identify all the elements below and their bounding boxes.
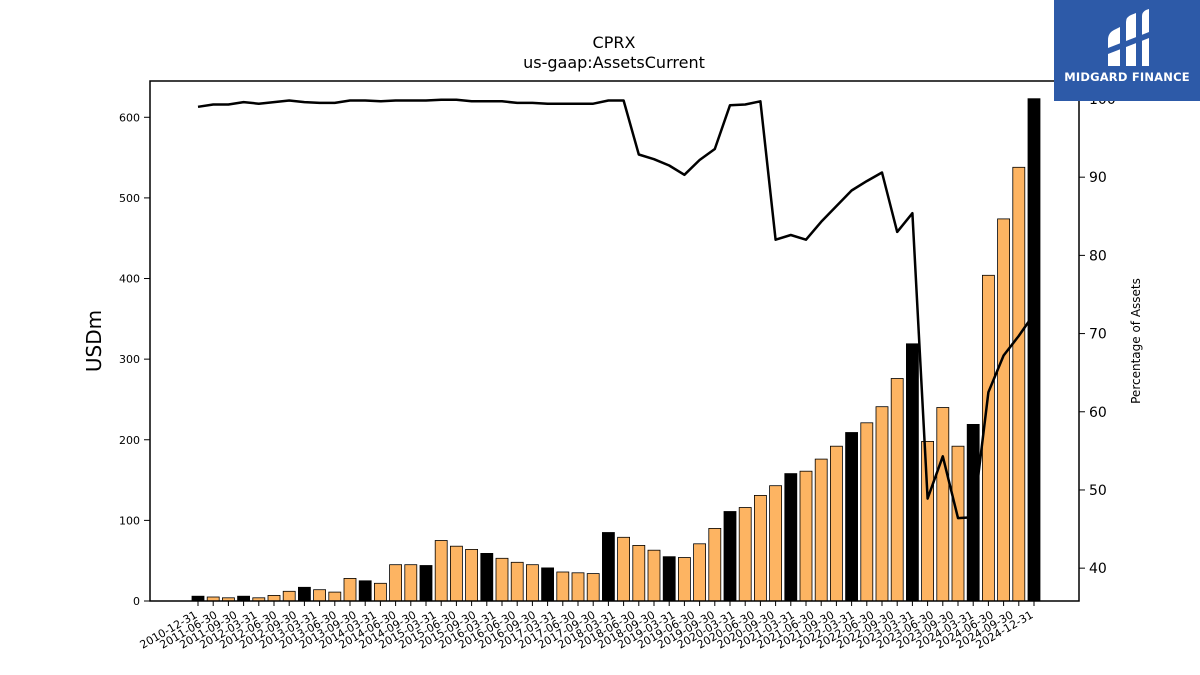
bar-2018-09-30: [662, 556, 676, 602]
y2-tick-label: 60: [1089, 405, 1107, 421]
bar-2016-12-31: [556, 571, 570, 602]
bar-2022-03-31: [875, 406, 889, 602]
bar-2024-06-30: [1012, 166, 1026, 602]
chart-title: CPRX: [593, 33, 636, 52]
bar-2021-03-31: [814, 458, 828, 602]
bar-2022-12-31: [921, 440, 934, 602]
y2-tick-label: 90: [1089, 170, 1107, 186]
y2-tick-label: 40: [1089, 561, 1107, 577]
bar-2020-12-31: [799, 470, 813, 602]
bar-2012-06-30: [282, 590, 296, 602]
bar-2014-12-31: [434, 540, 448, 602]
bar-2019-03-31: [693, 543, 706, 602]
bar-2022-06-30: [890, 378, 904, 602]
chart-subtitle: us-gaap:AssetsCurrent: [523, 53, 705, 72]
bar-2017-06-30: [586, 573, 600, 602]
bar-2017-09-30: [602, 532, 615, 602]
logo-mark-icon: [1108, 9, 1149, 66]
x-axis-ticks: 2010-12-312011-06-302011-09-302012-03-31…: [138, 601, 1036, 652]
bar-2020-09-30: [784, 473, 798, 602]
y2-tick-label: 70: [1089, 327, 1107, 343]
bar-2015-12-31: [495, 557, 509, 602]
plot-frame: [149, 80, 1080, 602]
bar-2015-09-30: [480, 553, 494, 602]
bar-2024-03-31: [997, 218, 1010, 602]
bar-2016-09-30: [541, 567, 554, 602]
bar-2013-03-31: [328, 591, 342, 602]
y-tick-label: 600: [119, 111, 140, 124]
bar-2019-09-30: [723, 511, 737, 602]
bar-2018-03-31: [632, 545, 646, 602]
percentage-line-series: [197, 98, 1036, 520]
bar-2023-12-31: [982, 274, 995, 602]
y2-tick-label: 80: [1089, 248, 1107, 264]
bar-2018-12-31: [678, 557, 691, 602]
bar-2014-09-30: [419, 565, 433, 602]
bar-2013-12-31: [373, 582, 387, 602]
bar-2017-12-31: [617, 536, 630, 602]
bar-2021-09-30: [845, 432, 858, 602]
bar-2015-03-31: [449, 545, 463, 602]
bar-2021-12-31: [860, 422, 874, 602]
y-tick-label: 0: [133, 595, 140, 608]
bar-2023-06-30: [951, 445, 965, 602]
bar-2016-06-30: [526, 564, 539, 602]
percentage-line: [197, 98, 1036, 520]
y2-axis-ticks: 405060708090100: [1079, 92, 1116, 577]
y-axis-label: USDm: [82, 310, 106, 372]
bar-2021-06-30: [830, 445, 843, 602]
y-tick-label: 300: [119, 353, 140, 366]
y-axis-ticks: 0 100 200 300 400 500 600: [119, 111, 150, 608]
bar-2019-12-31: [738, 507, 752, 602]
bar-2012-09-30: [297, 586, 311, 602]
bar-2014-06-30: [404, 564, 418, 602]
bar-2019-06-30: [708, 528, 722, 602]
bar-2013-09-30: [358, 580, 372, 602]
bar-2024-09-30: [1027, 98, 1041, 602]
bar-2018-06-30: [647, 549, 661, 602]
bar-2022-09-30: [906, 343, 919, 602]
bar-2012-12-31: [313, 589, 327, 602]
bar-2020-06-30: [769, 485, 782, 602]
bar-2013-06-30: [343, 578, 357, 602]
y-tick-label: 400: [119, 273, 140, 286]
y-tick-label: 100: [119, 514, 140, 527]
y2-tick-label: 50: [1089, 483, 1107, 499]
bar-2012-03-31: [267, 595, 281, 602]
bar-2020-03-31: [754, 494, 767, 602]
logo-text: MIDGARD FINANCE: [1064, 70, 1190, 84]
bar-2016-03-31: [510, 561, 524, 602]
bar-2017-03-31: [571, 572, 585, 602]
y2-axis-label: Percentage of Assets: [1129, 278, 1143, 404]
bar-2014-03-31: [389, 564, 403, 602]
bar-series: [191, 98, 1041, 602]
y-tick-label: 200: [119, 434, 140, 447]
y-tick-label: 500: [119, 192, 140, 205]
bar-2015-06-30: [465, 549, 479, 602]
bar-2023-03-31: [936, 407, 950, 602]
logo: MIDGARD FINANCE: [1054, 0, 1200, 101]
